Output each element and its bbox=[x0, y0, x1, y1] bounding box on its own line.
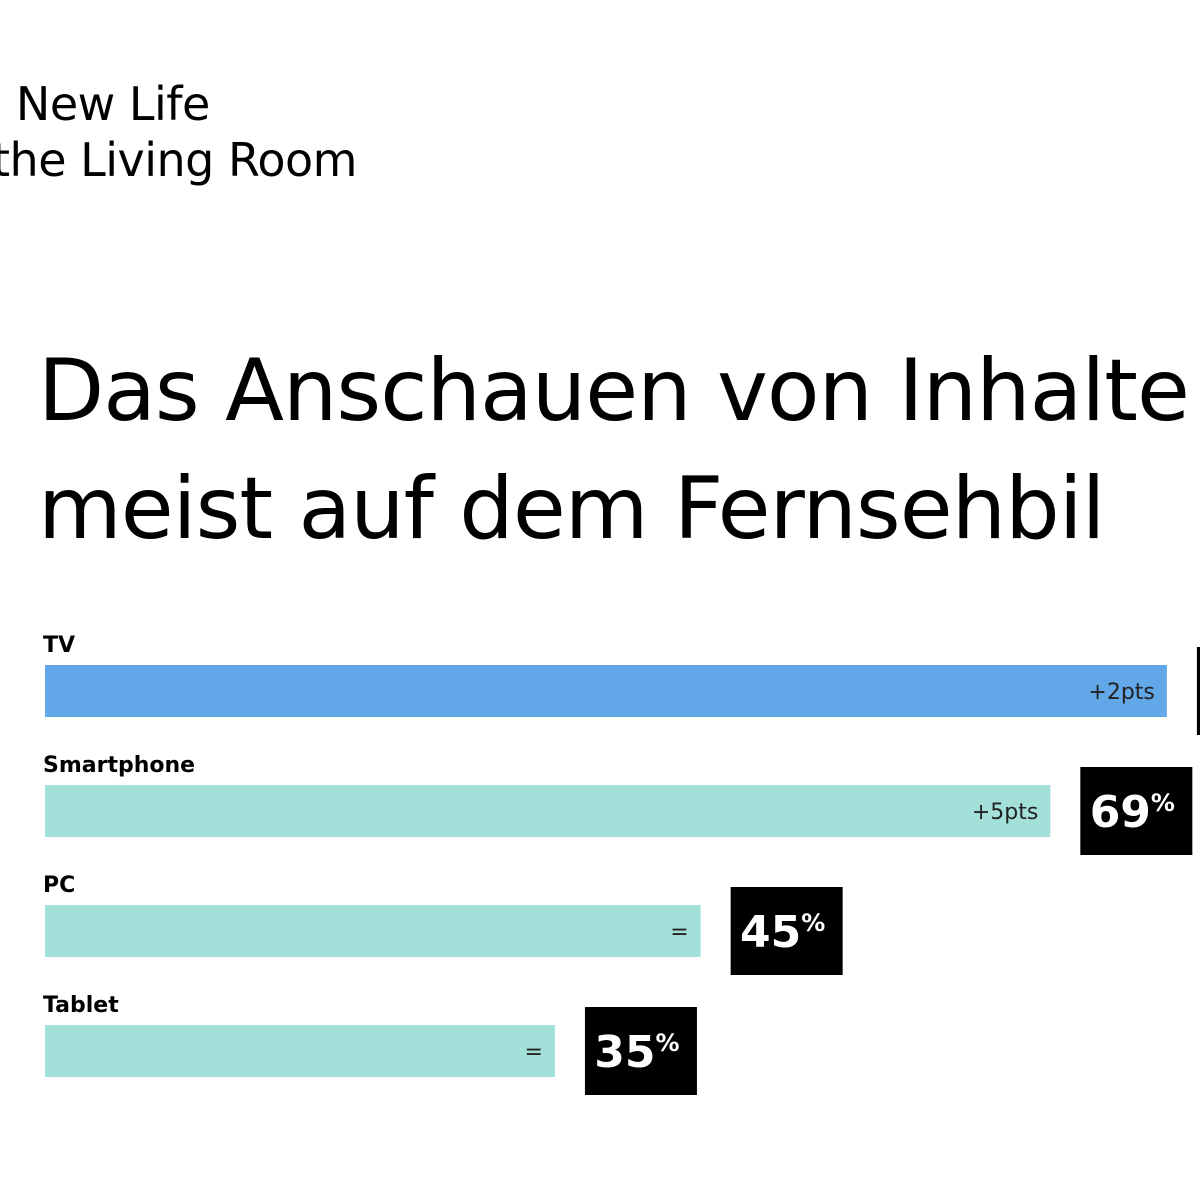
change-label-tablet: = bbox=[525, 1040, 543, 1065]
value-badge-tv bbox=[1196, 647, 1200, 735]
headline-line-2: meist auf dem Fernsehbil bbox=[38, 459, 1106, 559]
brand-title-line-1: e New Life bbox=[0, 77, 210, 131]
headline-line-1: Das Anschauen von Inhalte bbox=[38, 341, 1190, 441]
change-label-pc: = bbox=[670, 920, 688, 945]
headline: Das Anschauen von Inhalte meist auf dem … bbox=[38, 332, 1200, 568]
bar-tablet bbox=[45, 1025, 555, 1077]
bar-tv bbox=[45, 665, 1167, 717]
category-label-tablet: Tablet bbox=[43, 993, 119, 1018]
value-badge-pc bbox=[730, 887, 843, 975]
value-badge-smartphone bbox=[1080, 767, 1193, 855]
bar-pc bbox=[45, 905, 701, 957]
category-label-tv: TV bbox=[43, 633, 75, 658]
brand-title-line-2: the Living Room bbox=[0, 133, 358, 187]
value-label-pc: 45% bbox=[740, 907, 825, 958]
value-badge-tablet bbox=[584, 1007, 697, 1095]
brand-title: e New Life the Living Room bbox=[0, 76, 520, 188]
category-label-pc: PC bbox=[43, 873, 75, 898]
category-label-smartphone: Smartphone bbox=[43, 753, 195, 778]
change-label-smartphone: +5pts bbox=[972, 800, 1038, 825]
change-label-tv: +2pts bbox=[1088, 680, 1154, 705]
bar-smartphone bbox=[45, 785, 1051, 837]
